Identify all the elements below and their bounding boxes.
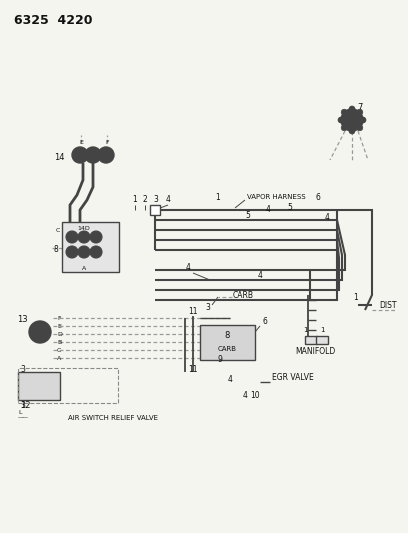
Text: 12: 12 [20, 400, 31, 409]
Text: F: F [105, 141, 109, 146]
Text: CARB: CARB [218, 346, 237, 352]
Text: 1: 1 [320, 327, 324, 333]
Text: L: L [18, 409, 22, 415]
Circle shape [82, 235, 86, 239]
Circle shape [69, 235, 75, 239]
Circle shape [93, 235, 98, 239]
Text: D: D [57, 332, 62, 336]
Text: ——: —— [18, 416, 29, 421]
Text: E: E [57, 324, 61, 328]
Text: 7: 7 [357, 103, 363, 112]
Circle shape [357, 125, 363, 131]
Text: CARB: CARB [233, 290, 254, 300]
Bar [305, 336, 317, 344]
Circle shape [90, 231, 102, 243]
Bar [200, 325, 255, 360]
Bar [18, 368, 118, 403]
Circle shape [72, 147, 88, 163]
Text: 8: 8 [53, 246, 58, 254]
Bar [62, 222, 119, 272]
Circle shape [69, 249, 75, 254]
Circle shape [341, 109, 363, 131]
Circle shape [93, 249, 98, 254]
Circle shape [90, 246, 102, 258]
Text: 3: 3 [153, 196, 158, 205]
Circle shape [78, 231, 90, 243]
Circle shape [78, 246, 90, 258]
Bar [18, 372, 60, 400]
Text: AIR SWITCH RELIEF VALVE: AIR SWITCH RELIEF VALVE [68, 415, 158, 421]
Text: MANIFOLD: MANIFOLD [295, 348, 335, 357]
Text: C: C [57, 348, 61, 352]
Circle shape [347, 115, 357, 125]
Circle shape [349, 106, 355, 112]
Text: F: F [57, 316, 61, 320]
Circle shape [66, 246, 78, 258]
Text: EGR VALVE: EGR VALVE [272, 374, 314, 383]
Circle shape [341, 109, 347, 115]
Circle shape [357, 109, 363, 115]
Text: 2: 2 [143, 196, 147, 205]
Text: 4: 4 [228, 376, 233, 384]
Text: 5: 5 [246, 211, 251, 220]
Text: 11: 11 [188, 366, 198, 375]
Text: 4: 4 [186, 263, 191, 272]
Text: 6: 6 [315, 193, 320, 203]
Text: 3: 3 [206, 303, 211, 312]
Text: 6: 6 [263, 318, 267, 327]
Circle shape [349, 128, 355, 134]
Text: 1: 1 [133, 196, 137, 205]
Text: A: A [82, 265, 86, 271]
Text: 3: 3 [20, 366, 25, 375]
Text: B: B [57, 340, 61, 344]
Text: 14D: 14D [78, 227, 91, 231]
Text: DIST: DIST [379, 301, 397, 310]
Text: C: C [55, 228, 60, 232]
Circle shape [338, 117, 344, 123]
Text: 3: 3 [20, 401, 25, 410]
Text: 11: 11 [188, 308, 198, 317]
Bar [150, 205, 160, 215]
Text: VAPOR HARNESS: VAPOR HARNESS [247, 194, 306, 200]
Circle shape [66, 231, 78, 243]
Text: 1: 1 [353, 293, 358, 302]
Circle shape [35, 327, 45, 337]
Text: 14: 14 [55, 154, 65, 163]
Text: 4: 4 [324, 213, 329, 222]
Circle shape [82, 249, 86, 254]
Circle shape [76, 151, 84, 159]
Text: A: A [57, 356, 61, 360]
Text: 4: 4 [266, 206, 271, 214]
Circle shape [85, 147, 101, 163]
Text: 4: 4 [243, 391, 247, 400]
Circle shape [98, 147, 114, 163]
Text: 9: 9 [217, 356, 222, 365]
Text: 5: 5 [288, 204, 293, 213]
Bar [316, 336, 328, 344]
Text: 4: 4 [257, 271, 262, 279]
Text: 10: 10 [250, 391, 260, 400]
Text: 1: 1 [304, 327, 308, 333]
Circle shape [102, 151, 110, 159]
Circle shape [360, 117, 366, 123]
Text: 1: 1 [215, 192, 220, 201]
Text: E: E [79, 141, 83, 146]
Circle shape [89, 151, 97, 159]
Text: 13: 13 [18, 316, 28, 325]
Text: 4: 4 [166, 196, 171, 205]
Text: 6325  4220: 6325 4220 [14, 13, 93, 27]
Circle shape [29, 321, 51, 343]
Text: 8: 8 [225, 330, 230, 340]
Circle shape [341, 125, 347, 131]
